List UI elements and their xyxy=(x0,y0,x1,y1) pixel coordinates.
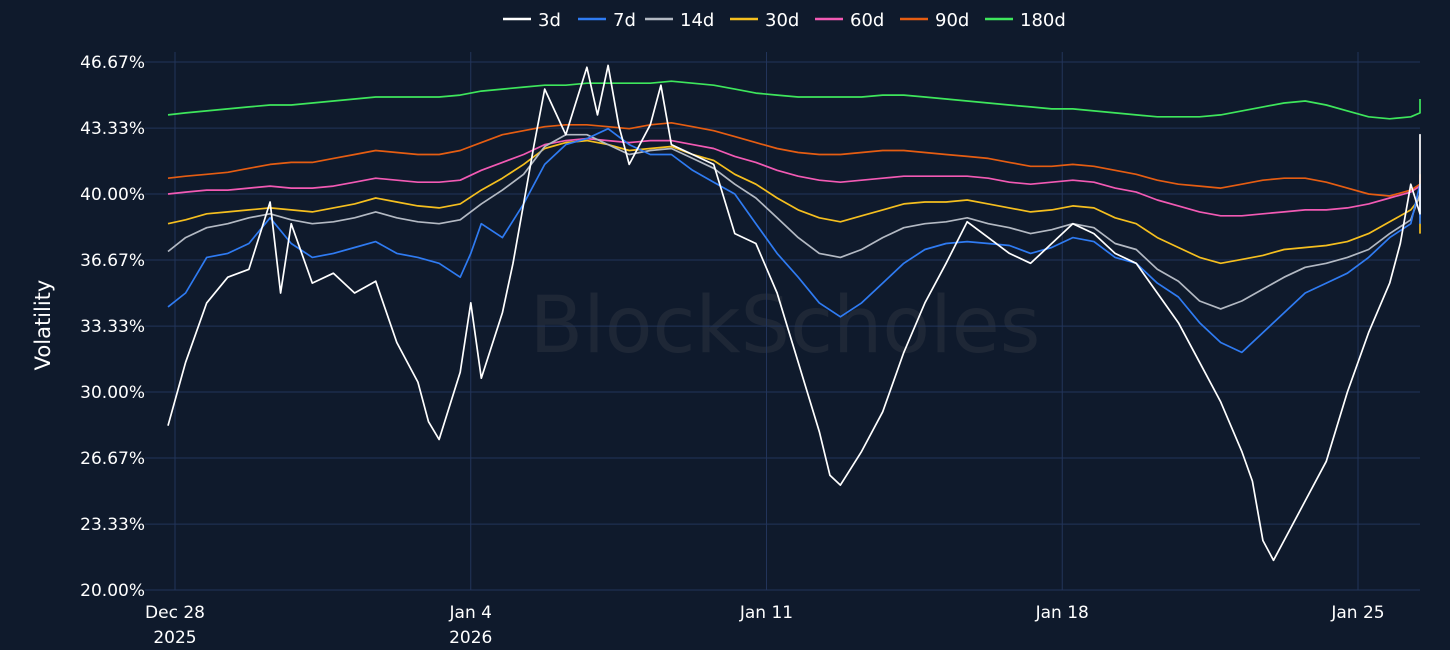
series-line-60d xyxy=(167,137,1421,217)
legend-label: 7d xyxy=(613,10,636,31)
series-line-14d xyxy=(167,133,1421,310)
legend-label: 3d xyxy=(538,10,561,31)
legend[interactable]: 3d 7d 14d 30d 60d 90d 180d xyxy=(503,10,1066,31)
legend-item-180d[interactable]: 180d xyxy=(985,10,1066,31)
series-line-3d xyxy=(167,64,1421,562)
series-line-180d xyxy=(167,80,1421,120)
y-tick-label: 33.33% xyxy=(80,317,145,337)
y-tick-label: 20.00% xyxy=(80,581,145,601)
series-lines xyxy=(167,64,1421,562)
legend-item-7d[interactable]: 7d xyxy=(578,10,636,31)
y-tick-label: 43.33% xyxy=(80,119,145,139)
legend-item-60d[interactable]: 60d xyxy=(815,10,884,31)
grid xyxy=(145,52,1420,591)
series-line-30d xyxy=(167,139,1421,265)
y-tick-label: 23.33% xyxy=(80,515,145,535)
x-tick-label: Jan 18 xyxy=(1035,603,1089,623)
legend-item-30d[interactable]: 30d xyxy=(730,10,799,31)
legend-label: 90d xyxy=(935,10,969,31)
y-tick-label: 40.00% xyxy=(80,185,145,205)
legend-item-90d[interactable]: 90d xyxy=(900,10,969,31)
x-tick-label: Jan 25 xyxy=(1330,603,1384,623)
legend-label: 30d xyxy=(765,10,799,31)
legend-item-3d[interactable]: 3d xyxy=(503,10,561,31)
y-tick-label: 26.67% xyxy=(80,449,145,469)
legend-item-14d[interactable]: 14d xyxy=(645,10,714,31)
series-line-7d xyxy=(167,127,1421,354)
x-tick-label: Jan 11 xyxy=(739,603,793,623)
y-axis-title: Volatility xyxy=(31,280,55,371)
x-tick-sublabel: 2025 xyxy=(153,628,196,648)
x-tick-label: Dec 28 xyxy=(145,603,205,623)
x-tick-label: Jan 4 xyxy=(449,603,492,623)
y-tick-label: 36.67% xyxy=(80,251,145,271)
legend-label: 60d xyxy=(850,10,884,31)
series-line-90d xyxy=(167,121,1421,197)
axes: 20.00% 23.33% 26.67% 30.00% 33.33% 36.67% 40.0… xyxy=(80,53,1384,648)
legend-label: 180d xyxy=(1020,10,1066,31)
legend-label: 14d xyxy=(680,10,714,31)
x-tick-sublabel: 2026 xyxy=(449,628,492,648)
y-tick-label: 30.00% xyxy=(80,383,145,403)
y-tick-label: 46.67% xyxy=(80,53,145,73)
